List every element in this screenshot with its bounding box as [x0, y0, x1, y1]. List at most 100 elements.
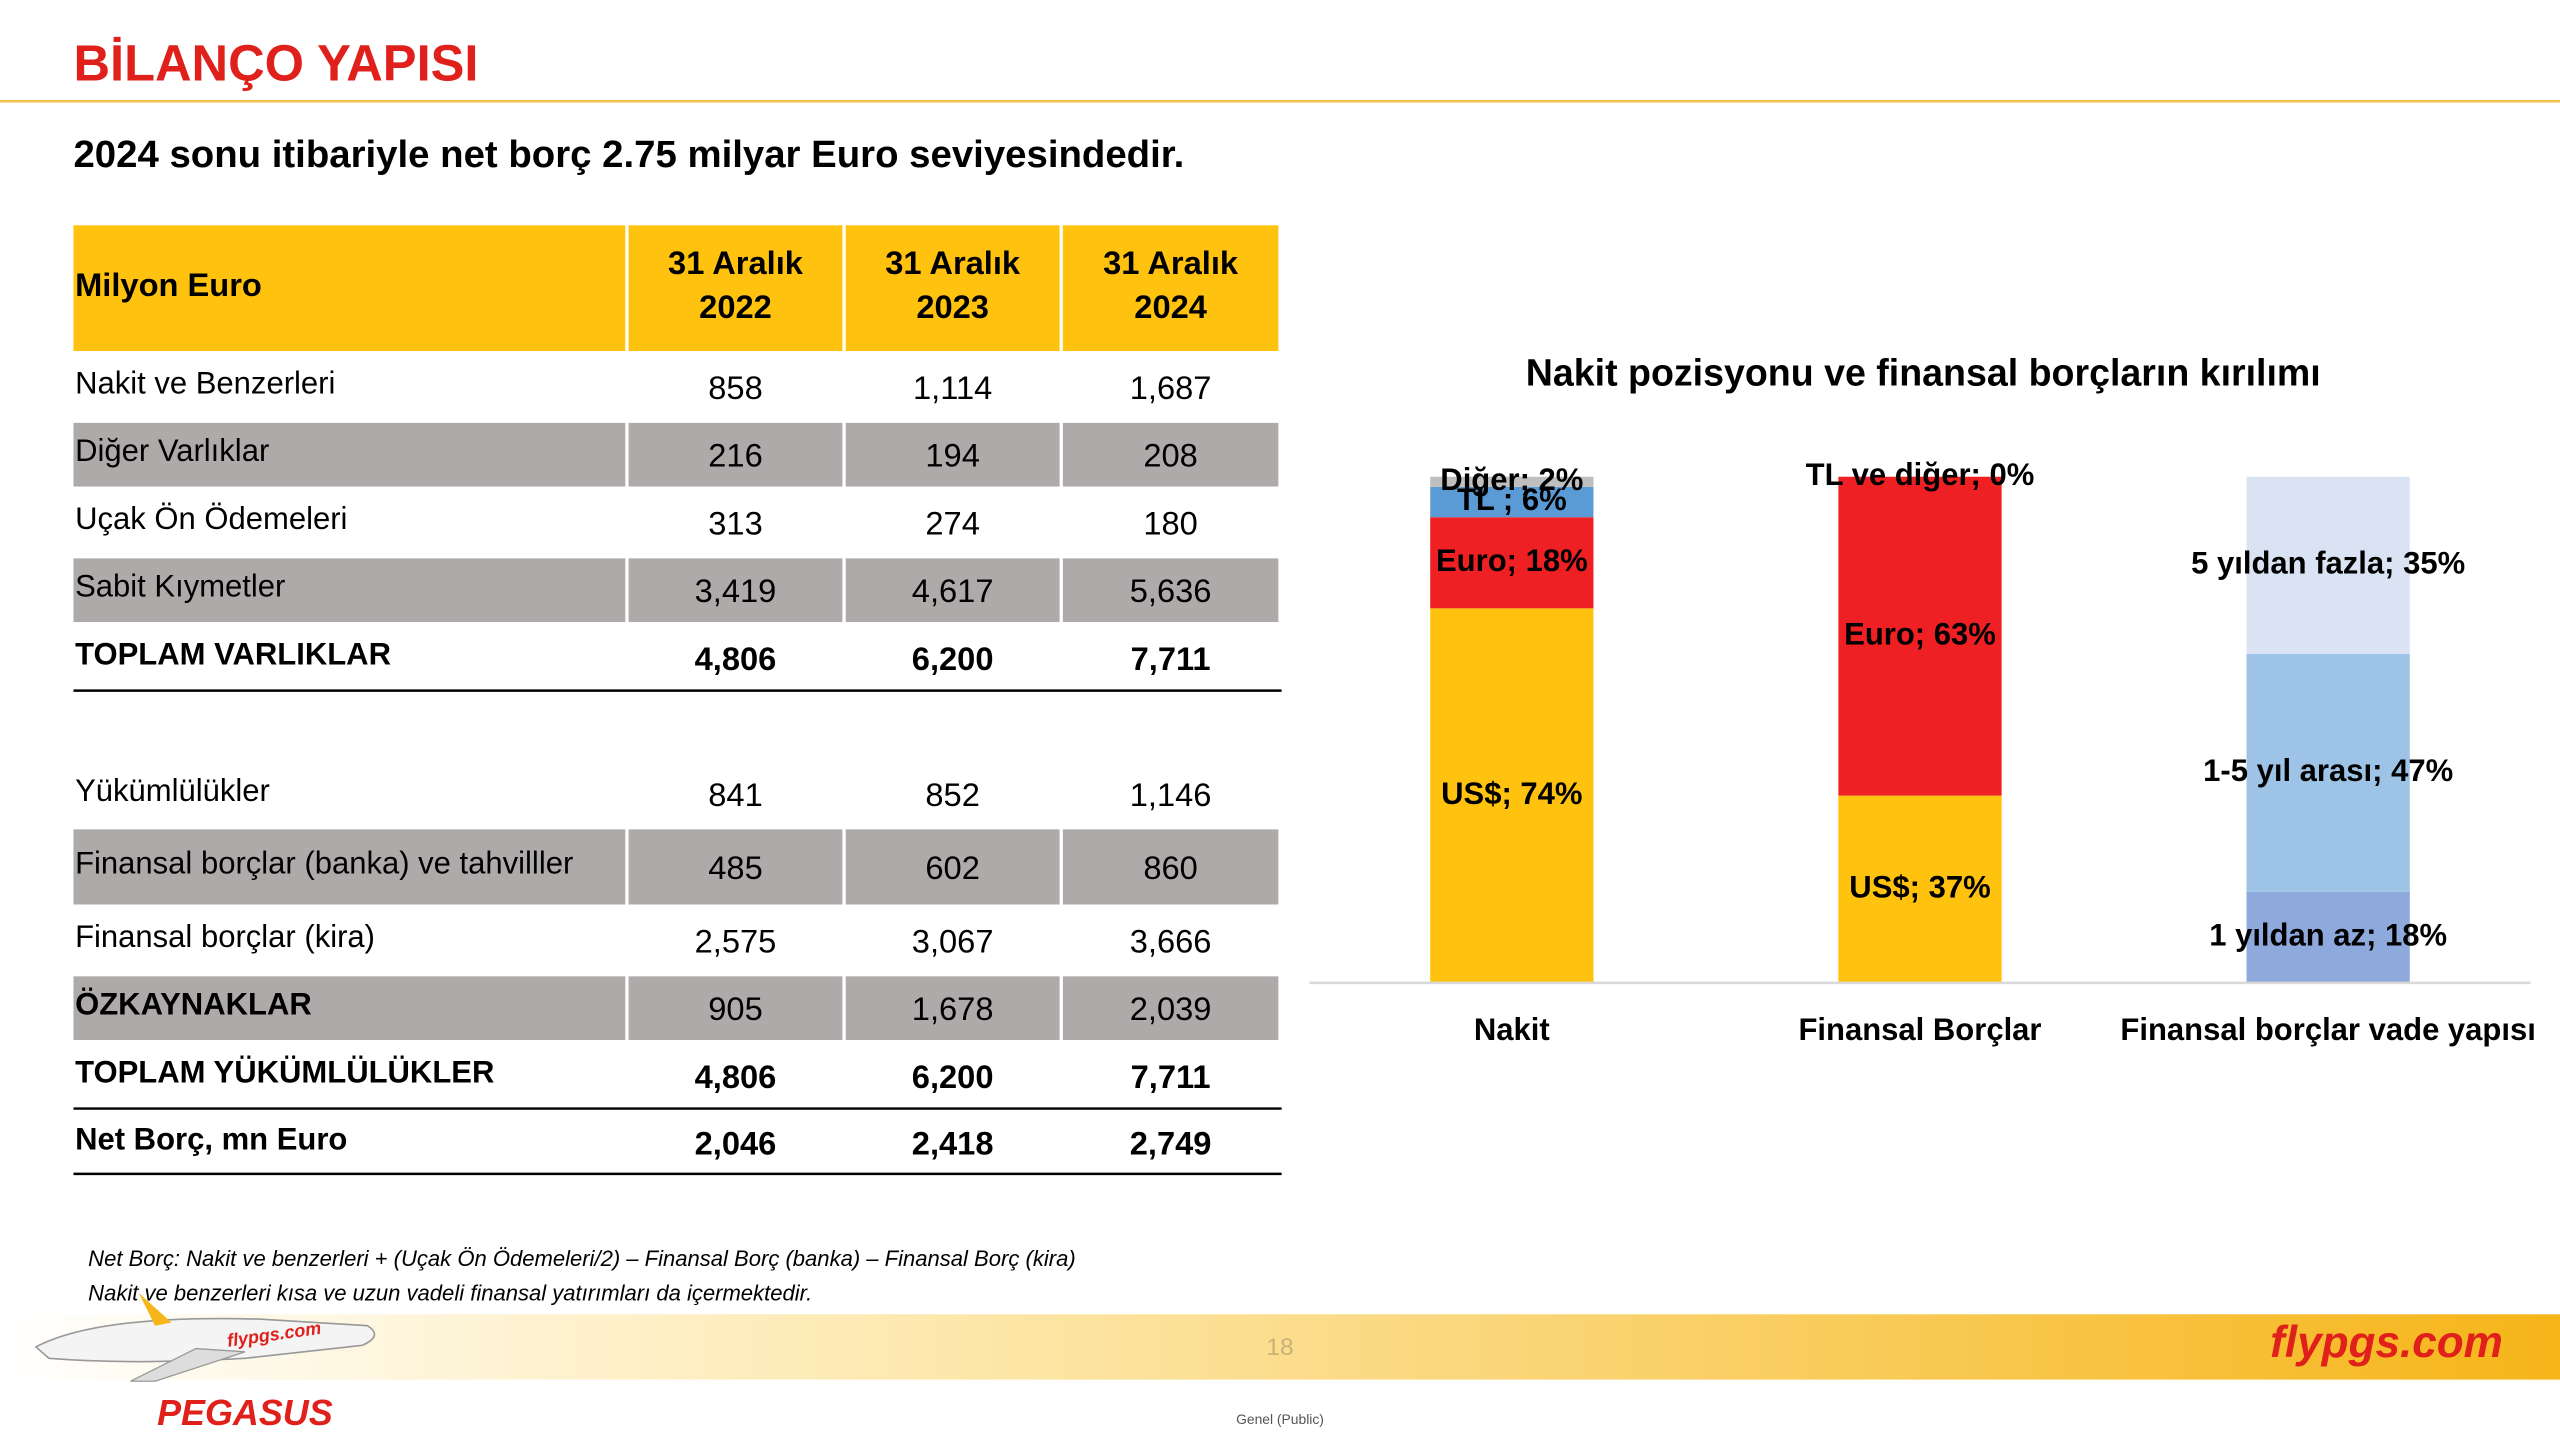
- table-value: 216: [708, 437, 762, 474]
- data-label: Euro; 18%: [1436, 543, 1588, 578]
- chart-title: Nakit pozisyonu ve finansal borçların kı…: [1526, 351, 2321, 393]
- bar-segment: [2246, 653, 2410, 892]
- column-header: 31 Aralık: [1103, 244, 1239, 281]
- x-tick-label: Finansal Borçlar: [1798, 1012, 2041, 1047]
- row-bg: [628, 829, 843, 905]
- row-bg: [1062, 829, 1279, 905]
- row-label: Net Borç, mn Euro: [75, 1121, 347, 1156]
- table-value: 7,711: [1131, 1058, 1211, 1095]
- footnote: Net Borç: Nakit ve benzerleri + (Uçak Ön…: [88, 1246, 1075, 1271]
- table-value: 313: [708, 504, 762, 541]
- classification: Genel (Public): [1236, 1411, 1324, 1427]
- chart: Nakit pozisyonu ve finansal borçların kı…: [1309, 351, 2536, 1047]
- page-number: 18: [1266, 1334, 1293, 1361]
- header-cell: [1062, 225, 1279, 352]
- table-value: 860: [1143, 849, 1197, 886]
- table-value: 2,749: [1130, 1125, 1212, 1162]
- table-value: 1,678: [912, 990, 994, 1027]
- data-label: TL ; 6%: [1457, 482, 1567, 517]
- table-value: 4,806: [695, 640, 777, 677]
- bar-segment: [1430, 486, 1594, 518]
- row-label: Nakit ve Benzerleri: [75, 365, 335, 400]
- data-label: TL ve diğer; 0%: [1806, 457, 2035, 492]
- table-value: 208: [1143, 437, 1197, 474]
- table-value: 1,687: [1130, 369, 1212, 406]
- x-tick-label: Finansal borçlar vade yapısı: [2120, 1012, 2535, 1047]
- row-label: Sabit Kıymetler: [75, 569, 285, 604]
- table-value: 5,636: [1130, 572, 1212, 609]
- row-bg: [73, 976, 626, 1040]
- data-label: US$; 74%: [1441, 776, 1582, 811]
- data-label: US$; 37%: [1849, 869, 1990, 904]
- data-label: Diğer; 2%: [1440, 462, 1583, 497]
- bar-segment: [2246, 891, 2410, 983]
- table-value: 841: [708, 776, 762, 813]
- bar-segment: [1838, 476, 2002, 796]
- row-bg: [845, 558, 1060, 623]
- column-header: 2023: [916, 288, 989, 325]
- row-label: Diğer Varlıklar: [75, 433, 269, 468]
- column-header: 31 Aralık: [668, 244, 804, 281]
- table-value: 3,666: [1130, 922, 1212, 959]
- row-label: Yükümlülükler: [75, 773, 270, 808]
- table-value: 1,114: [913, 369, 992, 406]
- column-header: 2022: [699, 288, 772, 325]
- bar-segment: [1430, 517, 1594, 609]
- table-value: 7,711: [1131, 640, 1211, 677]
- table-value: 3,419: [695, 572, 777, 609]
- header-cell: [628, 225, 843, 352]
- row-bg: [845, 976, 1060, 1040]
- bar-segment: [2246, 476, 2410, 654]
- row-bg: [845, 422, 1060, 487]
- row-label: Uçak Ön Ödemeleri: [75, 501, 347, 536]
- table-value: 2,046: [695, 1125, 777, 1162]
- row-bg: [845, 829, 1060, 905]
- table-value: 6,200: [912, 1058, 994, 1095]
- table-value: 2,418: [912, 1125, 994, 1162]
- row-label: TOPLAM VARLIKLAR: [75, 637, 391, 672]
- table: Milyon Euro 31 Aralık 2022 31 Aralık 2023 31 …: [73, 225, 1282, 1176]
- row-label: ÖZKAYNAKLAR: [75, 987, 312, 1022]
- header-cell: [845, 225, 1060, 352]
- footnote: Nakit ve benzerleri kısa ve uzun vadeli …: [88, 1281, 812, 1306]
- footer-band: [0, 1314, 2560, 1380]
- table-value: 852: [925, 776, 979, 813]
- table-value: 180: [1143, 504, 1197, 541]
- table-value: 2,039: [1130, 990, 1212, 1027]
- column-header: Milyon Euro: [75, 266, 262, 303]
- row-bg: [628, 976, 843, 1040]
- data-label: 1 yıldan az; 18%: [2209, 917, 2447, 952]
- column-header: 31 Aralık: [885, 244, 1021, 281]
- table-value: 1,146: [1130, 776, 1212, 813]
- subtitle: 2024 sonu itibariyle net borç 2.75 milya…: [73, 133, 1184, 176]
- table-value: 194: [925, 437, 979, 474]
- row-bg: [1062, 422, 1279, 487]
- row-bg: [1062, 558, 1279, 623]
- table-value: 858: [708, 369, 762, 406]
- table-value: 485: [708, 849, 762, 886]
- brand: flypgs.com: [2270, 1318, 2503, 1367]
- bar-segment: [1430, 476, 1594, 487]
- bar-segment: [1838, 795, 2002, 983]
- table-value: 4,806: [695, 1058, 777, 1095]
- table-value: 602: [925, 849, 979, 886]
- header-cell: [73, 225, 626, 352]
- row-label: Finansal borçlar (kira): [75, 919, 375, 954]
- data-label: 1-5 yıl arası; 47%: [2203, 753, 2453, 788]
- table-value: 2,575: [695, 922, 777, 959]
- column-header: 2024: [1134, 288, 1207, 325]
- plane: flypgs.com: [34, 1293, 376, 1382]
- table-value: 3,067: [912, 922, 994, 959]
- x-tick-label: Nakit: [1474, 1012, 1550, 1047]
- data-label: 5 yıldan fazla; 35%: [2191, 545, 2465, 580]
- table-value: 274: [925, 504, 979, 541]
- table-value: 6,200: [912, 640, 994, 677]
- row-bg: [628, 422, 843, 487]
- row-bg: [628, 558, 843, 623]
- logo: PEGASUS: [157, 1392, 333, 1433]
- row-bg: [1062, 976, 1279, 1040]
- row-bg: [73, 558, 626, 623]
- bar-segment: [1430, 608, 1594, 983]
- row-label: TOPLAM YÜKÜMLÜLÜKLER: [75, 1054, 494, 1089]
